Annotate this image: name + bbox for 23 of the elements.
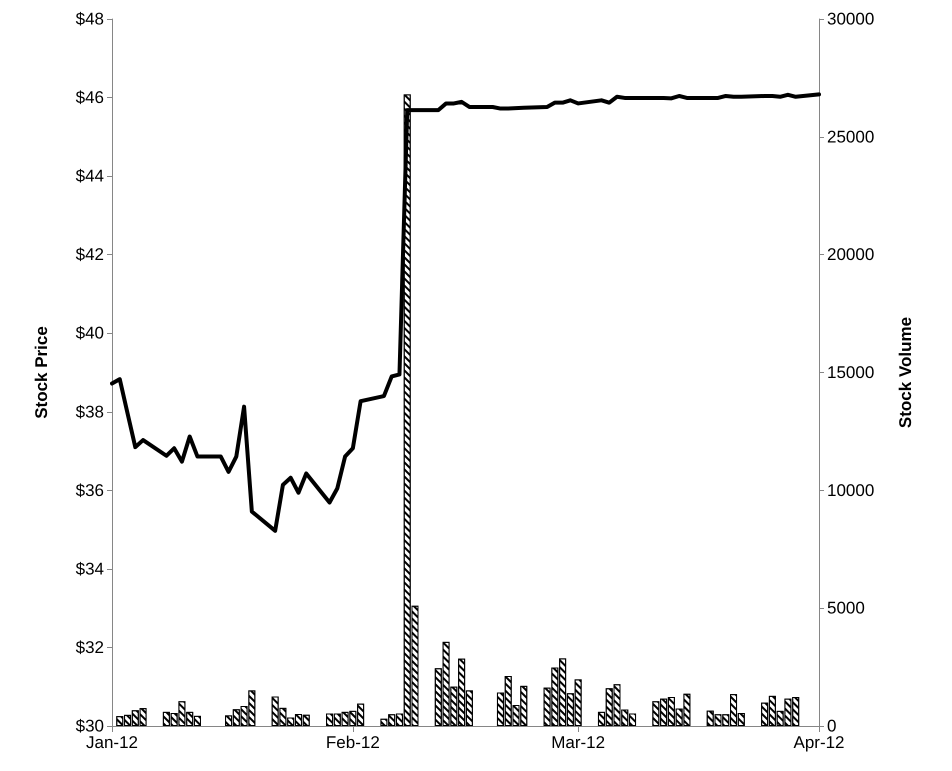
y-tick-label: $30	[76, 716, 104, 736]
y-tick-label: $48	[76, 10, 104, 28]
x-tick-label: Mar-12	[551, 733, 606, 752]
y-tick-label: $34	[76, 559, 104, 578]
y-tick-label: $36	[76, 480, 104, 500]
y2-tick-label: 15000	[827, 363, 874, 382]
x-tick-label: Jan-12	[86, 733, 138, 752]
y-tick-label: $44	[76, 166, 104, 186]
y2-tick-label: 0	[827, 716, 836, 736]
x-tick-label: Feb-12	[326, 733, 380, 752]
y-tick-label: $38	[76, 402, 104, 422]
y2-tick-label: 25000	[827, 127, 874, 146]
y2-tick-label: 5000	[827, 598, 865, 618]
y-tick-label: $32	[76, 638, 104, 657]
y-tick-label: $46	[76, 88, 104, 108]
y2-tick-label: 10000	[827, 480, 874, 500]
y2-axis-title: Stock Volume	[896, 316, 915, 428]
y-axis-title: Stock Price	[32, 326, 51, 419]
y-tick-label: $40	[76, 324, 104, 343]
y2-tick-label: 30000	[827, 10, 874, 28]
y-tick-label: $42	[76, 245, 104, 264]
x-tick-label: Apr-12	[793, 733, 845, 752]
y2-tick-label: 20000	[827, 245, 874, 264]
